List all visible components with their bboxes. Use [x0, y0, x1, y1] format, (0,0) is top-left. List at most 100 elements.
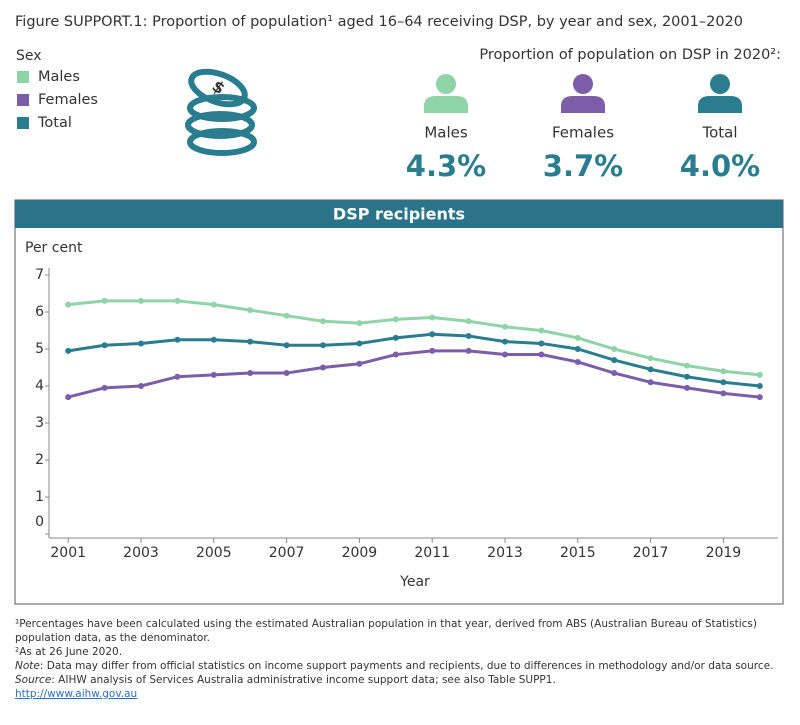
- point: [756, 371, 763, 378]
- y-tick-label: 1: [35, 489, 44, 505]
- person-head: [436, 74, 456, 94]
- point: [210, 301, 217, 308]
- person-body: [424, 96, 468, 113]
- point: [756, 383, 763, 389]
- person-body: [561, 96, 605, 113]
- link[interactable]: http://www.aihw.gov.au: [15, 688, 138, 700]
- x-axis-label: Year: [399, 574, 430, 590]
- summary-title: Proportion of population on DSP in 2020²…: [479, 47, 781, 63]
- footnotes: ¹Percentages have been calculated using …: [15, 617, 775, 701]
- point: [320, 318, 326, 325]
- x-tick-label: 2009: [342, 545, 378, 561]
- summary-label: Total: [701, 124, 737, 142]
- point: [502, 351, 508, 358]
- legend-label: Females: [38, 92, 98, 108]
- y-tick-label: 7: [35, 267, 44, 283]
- footnote: ²As at 26 June 2020.: [15, 646, 123, 658]
- point: [247, 338, 254, 345]
- y-tick-label: 4: [35, 378, 44, 394]
- point: [720, 368, 727, 375]
- point: [283, 370, 290, 377]
- point: [538, 340, 545, 347]
- point: [101, 297, 108, 304]
- point: [138, 297, 144, 304]
- legend-swatch: [17, 94, 29, 106]
- source-label: Source: [15, 674, 52, 686]
- point: [320, 342, 326, 349]
- point: [247, 307, 254, 314]
- point: [684, 384, 690, 391]
- point: [356, 360, 363, 367]
- point: [465, 347, 472, 354]
- x-tick-label: 2017: [633, 545, 669, 561]
- x-tick-label: 2003: [123, 545, 159, 561]
- y-tick-label: 0: [35, 514, 44, 530]
- summary-value: 4.3%: [406, 149, 486, 183]
- footnote: ¹Percentages have been calculated using …: [15, 618, 757, 644]
- summary-label: Females: [552, 124, 614, 142]
- line: [67, 332, 760, 388]
- note-label: Note: [15, 660, 40, 672]
- point: [138, 383, 144, 389]
- point: [647, 366, 654, 373]
- point: [647, 379, 654, 386]
- person-body: [698, 96, 742, 113]
- y-tick-label: 3: [35, 415, 44, 431]
- y-tick-label: 6: [35, 304, 44, 320]
- coins-icon: [185, 68, 257, 156]
- point: [392, 351, 399, 358]
- footnote: Note: Data may differ from official stat…: [15, 659, 775, 673]
- point: [574, 334, 581, 341]
- chart: Figure SUPPORT.1: Proportion of populati…: [14, 14, 784, 605]
- legend-label: Total: [37, 115, 72, 131]
- point: [647, 355, 654, 362]
- panel-header: [15, 200, 783, 228]
- legend-swatch: [17, 71, 29, 83]
- point: [720, 390, 727, 397]
- x-tick-label: 2005: [196, 545, 232, 561]
- point: [65, 394, 72, 401]
- point: [538, 351, 545, 358]
- y-tick-label: 5: [35, 341, 44, 357]
- point: [138, 340, 144, 347]
- point: [465, 318, 472, 325]
- y-tick-label: 2: [35, 452, 44, 468]
- point: [429, 347, 436, 354]
- x-tick-label: 2011: [414, 545, 450, 561]
- point: [210, 336, 217, 343]
- legend-title: Sex: [16, 48, 42, 64]
- point: [611, 370, 618, 377]
- panel: [14, 199, 784, 605]
- line: [68, 299, 760, 377]
- y-axis-label: Per cent: [25, 240, 83, 256]
- note-text: : Data may differ from official statisti…: [39, 660, 774, 672]
- point: [65, 347, 72, 354]
- point: [429, 331, 436, 338]
- point: [320, 364, 326, 371]
- x-tick-label: 2015: [560, 545, 596, 561]
- line: [67, 349, 760, 399]
- point: [684, 362, 690, 369]
- footnote: Source: AIHW analysis of Services Austra…: [15, 673, 775, 687]
- point: [356, 320, 363, 327]
- point: [247, 370, 254, 377]
- point: [684, 373, 690, 380]
- summary-label: Males: [424, 124, 468, 142]
- person-head: [573, 74, 593, 94]
- summary-value: 3.7%: [543, 149, 623, 183]
- point: [210, 371, 217, 378]
- point: [283, 342, 290, 349]
- point: [611, 357, 618, 364]
- x-tick-label: 2007: [269, 545, 305, 561]
- point: [720, 379, 727, 386]
- point: [392, 316, 399, 323]
- x-tick-label: 2001: [50, 545, 86, 561]
- point: [502, 338, 508, 345]
- source-text: : AIHW analysis of Services Australia ad…: [51, 674, 556, 686]
- point: [574, 346, 581, 352]
- summary-value: 4.0%: [680, 149, 760, 183]
- figure-title: Figure SUPPORT.1: Proportion of populati…: [15, 14, 743, 30]
- point: [174, 336, 181, 343]
- point: [465, 333, 472, 340]
